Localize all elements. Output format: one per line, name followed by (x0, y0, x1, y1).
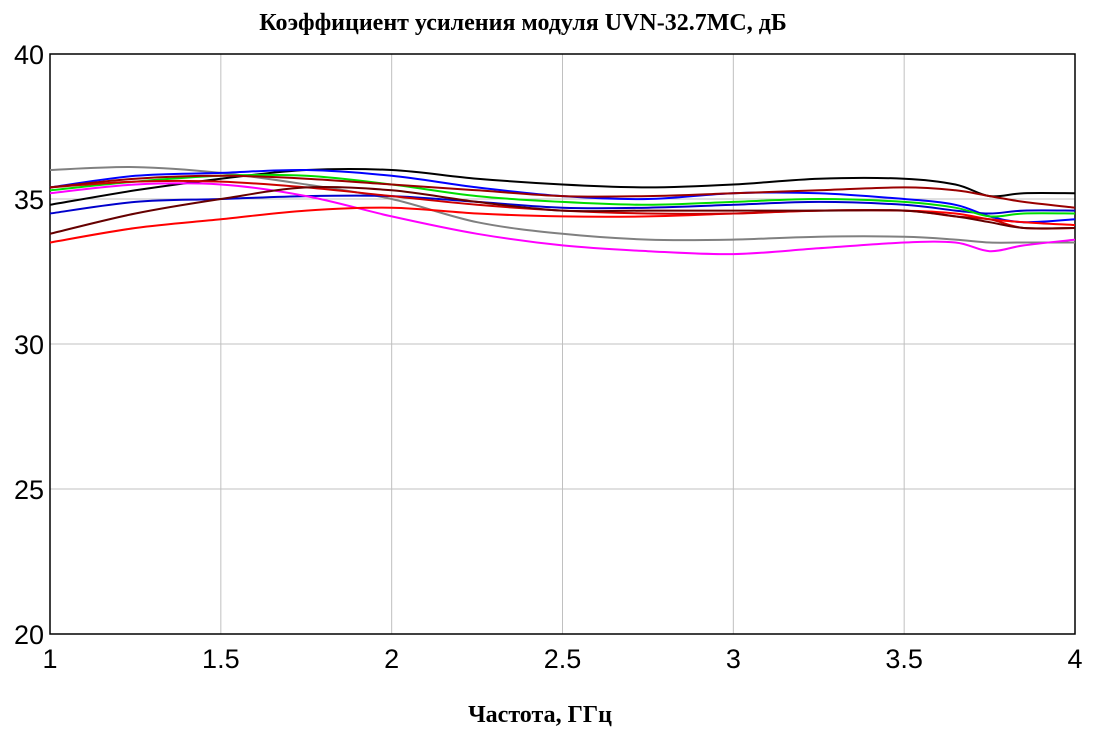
series-line-10 (49, 185, 1076, 235)
series-line-6 (49, 182, 1076, 256)
x-tick-label: 3.5 (885, 644, 923, 674)
x-tick-label: 4 (1067, 644, 1082, 674)
series-line-3 (49, 168, 1076, 224)
series-line-9 (49, 174, 1076, 209)
x-tick-labels: 1 1.5 2 2.5 3 3.5 4 (42, 644, 1082, 674)
y-tick-label: 40 (14, 40, 44, 70)
x-tick-label: 1.5 (202, 644, 240, 674)
y-tick-label: 20 (14, 620, 44, 650)
plot-frame (49, 53, 1076, 635)
x-tick-label: 2.5 (544, 644, 582, 674)
x-tick-label: 3 (726, 644, 741, 674)
y-tick-label: 25 (14, 475, 44, 505)
x-tick-label: 2 (384, 644, 399, 674)
y-tick-labels: 20 25 30 35 40 (14, 40, 44, 650)
chart-title: Коэффициент усиления модуля UVN-32.7MC, … (259, 10, 787, 36)
y-tick-label: 30 (14, 330, 44, 360)
x-axis-label: Частота, ГГц (468, 702, 612, 728)
series-line-4 (49, 194, 1076, 215)
series-line-1 (49, 167, 1076, 206)
grid (50, 54, 1075, 634)
series-line-7 (49, 206, 1076, 244)
y-tick-label: 35 (14, 185, 44, 215)
series-group (49, 166, 1076, 256)
x-tick-label: 1 (42, 644, 57, 674)
